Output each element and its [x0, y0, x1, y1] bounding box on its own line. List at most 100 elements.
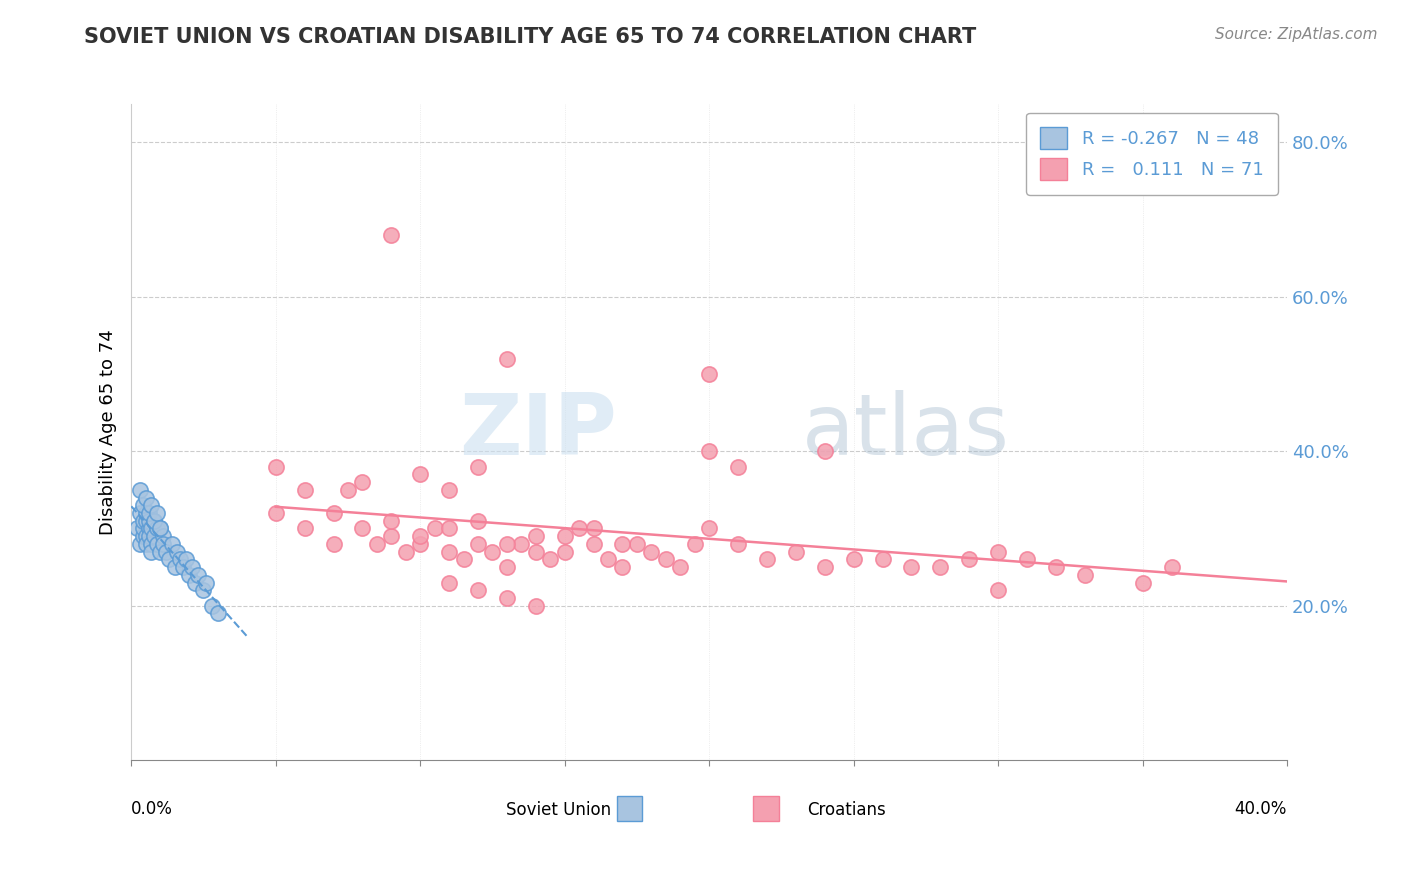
FancyBboxPatch shape	[617, 796, 643, 821]
Point	[132, 498, 155, 512]
Point	[169, 552, 191, 566]
Point	[900, 560, 922, 574]
Point	[669, 560, 692, 574]
Point	[554, 529, 576, 543]
Point	[166, 544, 188, 558]
Point	[138, 521, 160, 535]
Point	[138, 529, 160, 543]
Point	[785, 544, 807, 558]
Text: Source: ZipAtlas.com: Source: ZipAtlas.com	[1215, 27, 1378, 42]
Point	[510, 537, 533, 551]
Point	[336, 483, 359, 497]
Point	[132, 514, 155, 528]
Point	[987, 544, 1010, 558]
Point	[453, 552, 475, 566]
Point	[409, 467, 432, 482]
FancyBboxPatch shape	[754, 796, 779, 821]
Text: ZIP: ZIP	[458, 391, 617, 474]
Point	[496, 537, 519, 551]
Point	[141, 498, 163, 512]
Point	[201, 599, 224, 613]
Point	[380, 514, 402, 528]
Point	[129, 506, 152, 520]
Point	[814, 444, 837, 458]
Point	[352, 521, 374, 535]
Y-axis label: Disability Age 65 to 74: Disability Age 65 to 74	[100, 329, 117, 535]
Point	[143, 514, 166, 528]
Point	[612, 537, 634, 551]
Point	[423, 521, 446, 535]
Text: 0.0%: 0.0%	[131, 800, 173, 818]
Point	[125, 521, 148, 535]
Point	[582, 537, 605, 551]
Point	[554, 544, 576, 558]
Point	[146, 506, 169, 520]
Point	[395, 544, 418, 558]
Point	[1015, 552, 1038, 566]
Point	[264, 459, 287, 474]
Point	[322, 537, 344, 551]
Point	[174, 552, 197, 566]
Point	[437, 521, 460, 535]
Point	[496, 560, 519, 574]
Point	[697, 521, 720, 535]
Point	[683, 537, 706, 551]
Point	[146, 521, 169, 535]
Text: Croatians: Croatians	[807, 800, 886, 819]
Point	[524, 544, 547, 558]
Point	[138, 506, 160, 520]
Point	[697, 444, 720, 458]
Point	[163, 560, 186, 574]
Point	[149, 544, 172, 558]
Point	[755, 552, 778, 566]
Point	[141, 544, 163, 558]
Point	[129, 483, 152, 497]
Point	[149, 521, 172, 535]
Point	[380, 227, 402, 242]
Point	[135, 506, 157, 520]
Point	[294, 483, 316, 497]
Legend: R = -0.267   N = 48, R =   0.111   N = 71: R = -0.267 N = 48, R = 0.111 N = 71	[1026, 112, 1278, 194]
Point	[141, 521, 163, 535]
Point	[524, 599, 547, 613]
Point	[596, 552, 619, 566]
Point	[141, 537, 163, 551]
Point	[655, 552, 678, 566]
Point	[352, 475, 374, 490]
Point	[181, 560, 204, 574]
Point	[481, 544, 503, 558]
Point	[193, 583, 215, 598]
Point	[987, 583, 1010, 598]
Point	[143, 514, 166, 528]
Point	[152, 529, 174, 543]
Point	[467, 583, 489, 598]
Point	[172, 560, 194, 574]
Point	[1045, 560, 1067, 574]
Point	[957, 552, 980, 566]
Point	[149, 521, 172, 535]
Point	[138, 514, 160, 528]
Text: 40.0%: 40.0%	[1234, 800, 1286, 818]
Point	[582, 521, 605, 535]
Point	[538, 552, 561, 566]
Point	[626, 537, 648, 551]
Point	[366, 537, 388, 551]
Text: Soviet Union: Soviet Union	[506, 800, 612, 819]
Point	[409, 537, 432, 551]
Point	[814, 560, 837, 574]
Point	[184, 575, 207, 590]
Text: atlas: atlas	[801, 391, 1010, 474]
Point	[135, 491, 157, 505]
Point	[380, 529, 402, 543]
Point	[135, 529, 157, 543]
Text: SOVIET UNION VS CROATIAN DISABILITY AGE 65 TO 74 CORRELATION CHART: SOVIET UNION VS CROATIAN DISABILITY AGE …	[84, 27, 977, 46]
Point	[143, 529, 166, 543]
Point	[157, 552, 180, 566]
Point	[872, 552, 894, 566]
Point	[467, 514, 489, 528]
Point	[132, 521, 155, 535]
Point	[1160, 560, 1182, 574]
Point	[135, 537, 157, 551]
Point	[187, 567, 209, 582]
Point	[177, 567, 200, 582]
